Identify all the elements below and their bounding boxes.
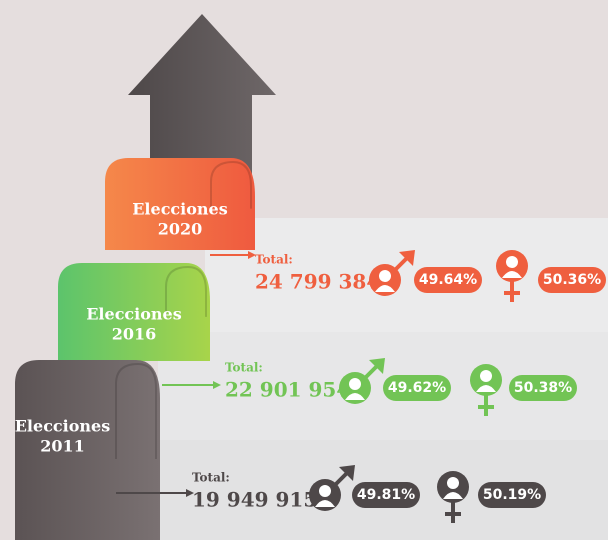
female-head: [447, 477, 459, 489]
male-percent: 49.64%: [419, 272, 477, 288]
male-percent: 49.81%: [357, 487, 415, 503]
banner-label: Elecciones: [132, 200, 228, 219]
male-head: [349, 378, 361, 390]
total-value: 19 949 915: [192, 488, 317, 512]
banner-label: Elecciones: [15, 417, 111, 436]
total-value: 24 799 384: [255, 270, 380, 294]
male-head: [319, 485, 331, 497]
banner-year: 2011: [40, 437, 85, 456]
total-label: Total:: [225, 361, 263, 375]
female-percent: 50.38%: [514, 380, 572, 396]
infographic: Elecciones2020Total:24 799 38449.64%50.3…: [0, 0, 608, 540]
banner-year: 2020: [158, 220, 203, 239]
female-head: [506, 256, 518, 268]
female-percent: 50.36%: [543, 272, 601, 288]
total-value: 22 901 954: [225, 378, 350, 402]
banner-label: Elecciones: [86, 305, 182, 324]
banner-year: 2016: [112, 325, 157, 344]
banner: [15, 360, 160, 540]
total-label: Total:: [255, 253, 293, 267]
female-head: [480, 370, 492, 382]
male-head: [379, 270, 391, 282]
female-percent: 50.19%: [483, 487, 541, 503]
male-percent: 49.62%: [388, 380, 446, 396]
total-label: Total:: [192, 471, 230, 485]
